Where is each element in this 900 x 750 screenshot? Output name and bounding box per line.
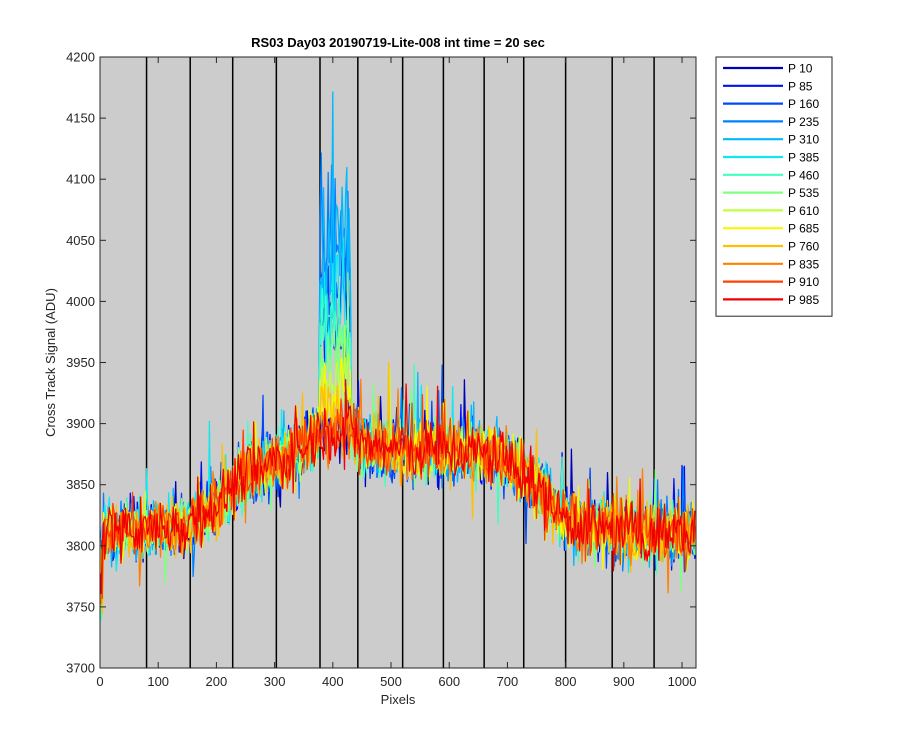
legend-item: P 310 bbox=[723, 133, 819, 147]
x-tick-label: 400 bbox=[322, 674, 344, 689]
x-axis-label: Pixels bbox=[381, 692, 416, 707]
legend-label: P 10 bbox=[788, 62, 813, 76]
y-tick-label: 4200 bbox=[66, 50, 95, 65]
legend: P 10 P 85 P 160 P 235 P 310 P 385 P 460 P 535 P … bbox=[715, 56, 833, 317]
series-line-p-985 bbox=[100, 378, 696, 595]
legend-label: P 160 bbox=[788, 97, 819, 111]
legend-label: P 835 bbox=[788, 257, 819, 271]
legend-item: P 10 bbox=[723, 62, 813, 76]
legend-label: P 235 bbox=[788, 115, 819, 129]
y-tick-label: 3850 bbox=[66, 477, 95, 492]
legend-item: P 535 bbox=[723, 186, 819, 200]
x-tick-label: 600 bbox=[438, 674, 460, 689]
legend-label: P 760 bbox=[788, 240, 819, 254]
legend-item: P 460 bbox=[723, 168, 819, 182]
x-tick-label: 1000 bbox=[668, 674, 697, 689]
legend-label: P 610 bbox=[788, 204, 819, 218]
x-axis: 0 100 200 300 400 500 600 700 800 900 1000 bbox=[96, 57, 696, 689]
legend-item: P 910 bbox=[723, 275, 819, 289]
legend-label: P 685 bbox=[788, 222, 819, 236]
legend-item: P 385 bbox=[723, 151, 819, 165]
legend-item: P 610 bbox=[723, 204, 819, 218]
y-tick-label: 3700 bbox=[66, 661, 95, 676]
legend-label: P 985 bbox=[788, 293, 819, 307]
series-line-p-910 bbox=[100, 394, 696, 600]
x-tick-label: 800 bbox=[555, 674, 577, 689]
y-tick-label: 3950 bbox=[66, 355, 95, 370]
legend-item: P 160 bbox=[723, 97, 819, 111]
legend-item: P 85 bbox=[723, 79, 813, 93]
x-tick-label: 500 bbox=[380, 674, 402, 689]
legend-item: P 685 bbox=[723, 222, 819, 236]
y-tick-label: 4050 bbox=[66, 233, 95, 248]
chart-title: RS03 Day03 20190719-Lite-008 int time = … bbox=[251, 35, 545, 50]
legend-label: P 460 bbox=[788, 168, 819, 182]
legend-box bbox=[715, 56, 833, 317]
y-tick-label: 4000 bbox=[66, 294, 95, 309]
y-axis: 3700 3750 3800 3850 3900 3950 4000 4050 4100 4150… bbox=[66, 50, 696, 676]
series-group bbox=[100, 91, 696, 622]
legend-label: P 385 bbox=[788, 151, 819, 165]
x-tick-label: 700 bbox=[497, 674, 519, 689]
x-tick-label: 200 bbox=[206, 674, 228, 689]
legend-label: P 910 bbox=[788, 275, 819, 289]
legend-item: P 985 bbox=[723, 293, 819, 307]
legend-label: P 85 bbox=[788, 79, 813, 93]
legend-item: P 235 bbox=[723, 115, 819, 129]
x-tick-label: 900 bbox=[613, 674, 635, 689]
x-tick-label: 0 bbox=[96, 674, 103, 689]
y-tick-label: 4100 bbox=[66, 172, 95, 187]
y-tick-label: 4150 bbox=[66, 111, 95, 126]
plot-area bbox=[100, 57, 696, 668]
y-tick-label: 3750 bbox=[66, 599, 95, 614]
y-axis-label: Cross Track Signal (ADU) bbox=[43, 288, 58, 437]
y-tick-label: 3800 bbox=[66, 538, 95, 553]
y-tick-label: 3900 bbox=[66, 416, 95, 431]
legend-item: P 760 bbox=[723, 240, 819, 254]
x-tick-label: 300 bbox=[264, 674, 286, 689]
legend-item: P 835 bbox=[723, 257, 819, 271]
legend-label: P 535 bbox=[788, 186, 819, 200]
legend-label: P 310 bbox=[788, 133, 819, 147]
x-tick-label: 100 bbox=[147, 674, 169, 689]
